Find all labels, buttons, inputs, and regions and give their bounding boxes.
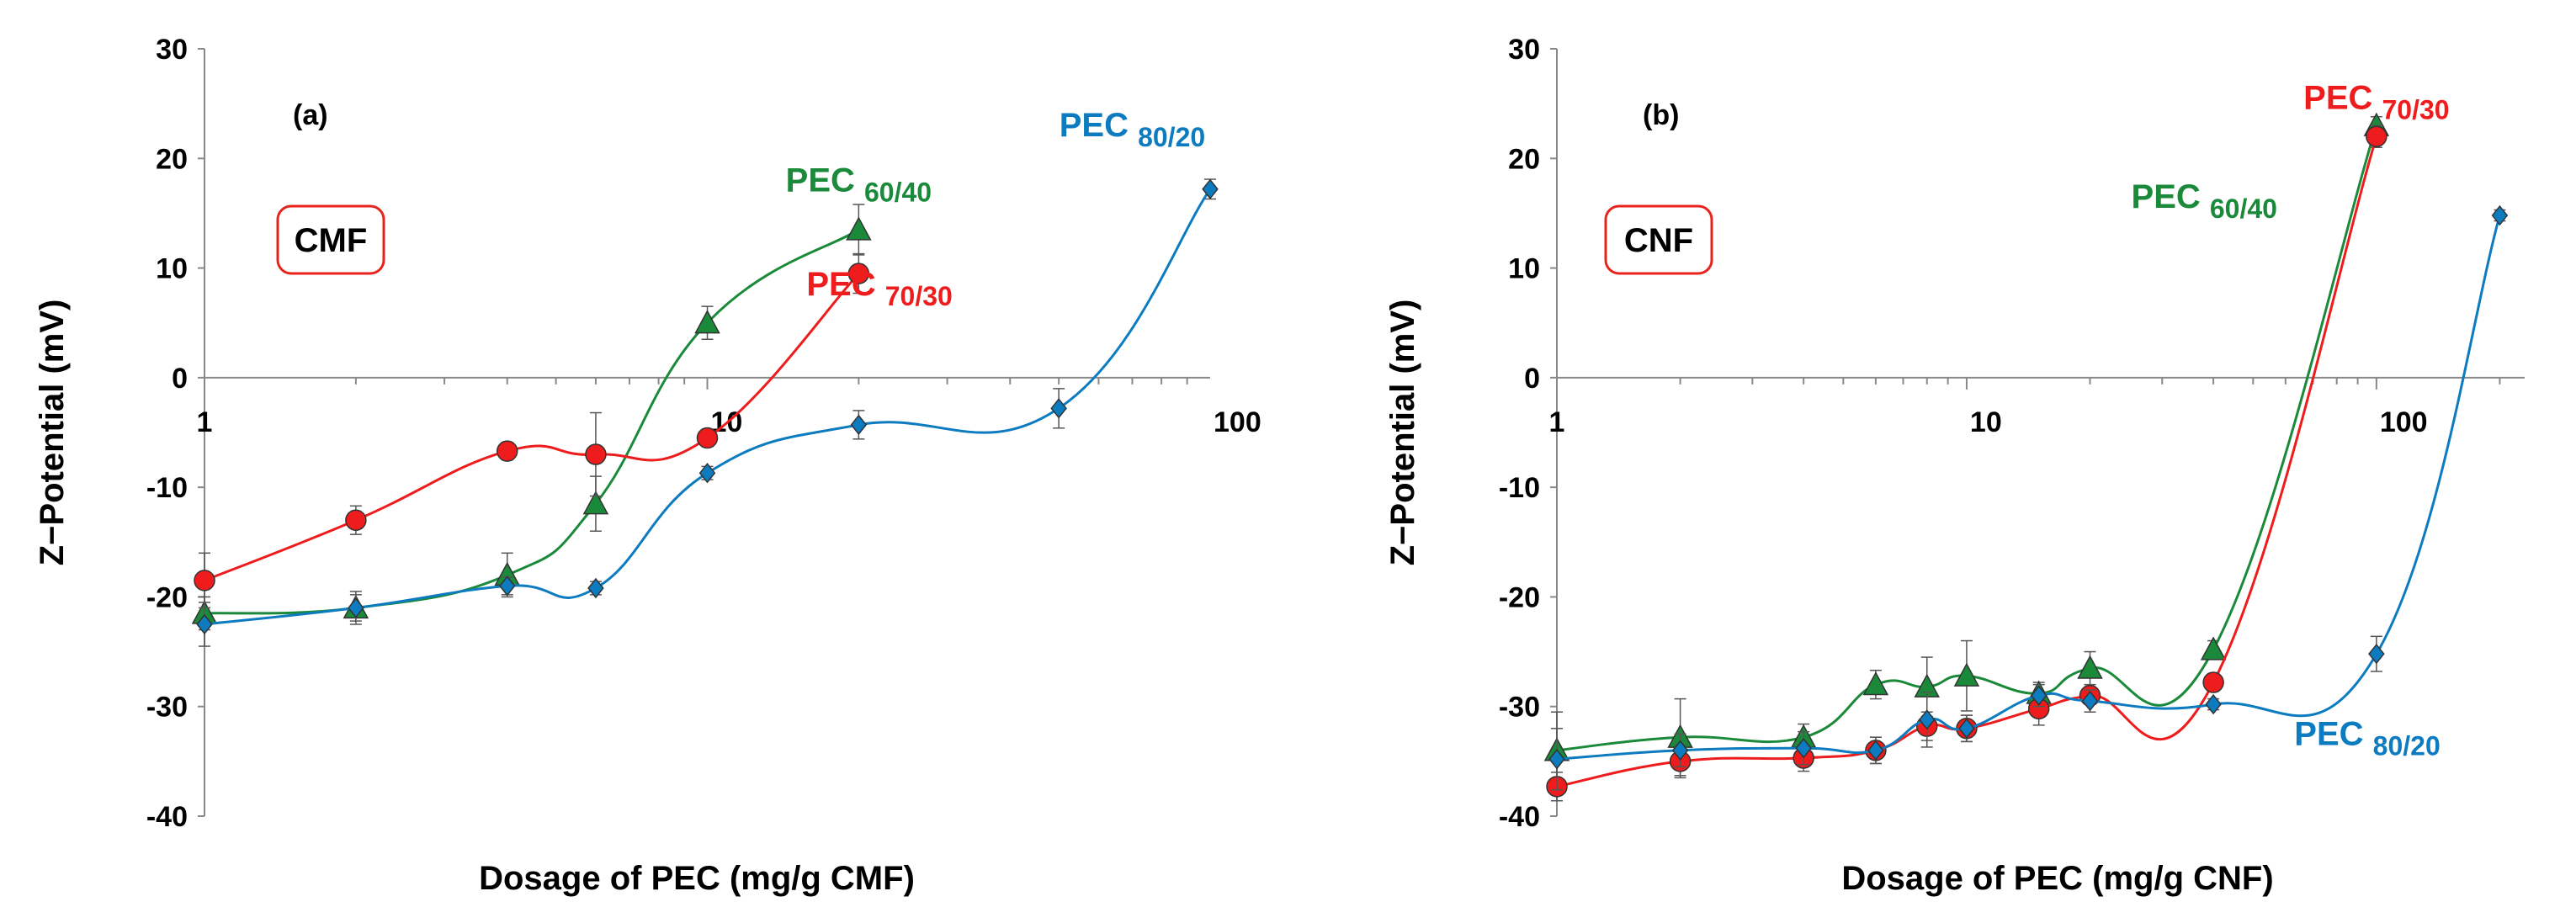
series-label-main: PEC [2294,715,2372,752]
y-tick-label: 20 [156,143,188,175]
data-point-4 [698,463,716,484]
material-label-box [1604,204,1713,275]
y-axis-title: Z−Potential (mV) [1384,300,1421,566]
x-axis-title: Dosage of PEC (mg/g CNF) [1841,860,2273,897]
series-label: PEC 60/40 [2132,178,2277,224]
data-point-2 [1795,738,1812,759]
y-axis-title: Z−Potential (mV) [34,300,71,566]
material-label: CNF [1624,222,1693,259]
series-70-30: PEC 70/30 [1546,80,2450,802]
data-point-7 [2081,690,2099,712]
series-label: PEC 70/30 [806,266,952,311]
data-point-9 [2366,125,2387,147]
series-label-main: PEC [2303,80,2382,117]
series-label: PEC 70/30 [2303,80,2449,125]
y-tick-label: -30 [1499,692,1540,724]
y-tick-label: -10 [146,472,188,504]
x-axis-title: Dosage of PEC (mg/g CMF) [479,860,915,897]
series-label: PEC 60/40 [786,162,932,207]
y-tick-label: 10 [156,253,188,285]
y-tick-label: 0 [1524,363,1540,395]
x-tick-label: 10 [1970,406,2002,438]
data-point-5 [846,216,872,241]
data-point-9 [2368,643,2385,665]
data-point-7 [1202,178,1219,199]
series-line [204,228,860,615]
series-label-main: PEC [1060,107,1138,144]
series-label-main: PEC [786,162,864,199]
data-point-0 [196,613,213,635]
y-tick-label: -20 [1499,581,1540,613]
y-tick-label: 20 [1508,143,1540,175]
chart-panel-b: -40 -30 -20 -10 0 10 20 30 1 10 100 Z−Potential (mV… [1384,34,2525,897]
data-point-0 [1548,749,1565,770]
series-label-subscript: 80/20 [2373,730,2441,761]
data-point-7 [2077,655,2103,679]
data-point-8 [2200,636,2227,660]
series-line [1556,215,2501,761]
y-tick-label: -40 [1499,801,1540,833]
data-point-5 [1958,718,1975,739]
y-tick-label: -40 [146,801,188,833]
data-point-10 [2491,204,2509,226]
series-label-subscript: 80/20 [1138,122,1205,152]
series-label-subscript: 60/40 [864,177,932,207]
series-line [1556,135,2378,788]
data-point-8 [2205,693,2222,715]
data-point-3 [582,491,609,515]
data-point-4 [694,310,720,334]
x-tick-label: 1 [197,406,213,438]
data-point-5 [847,263,870,284]
panel-label: (a) [293,99,328,131]
series-80-20: PEC 80/20 [196,107,1219,647]
series-70-30: PEC 70/30 [194,252,953,609]
x-tick-label: 100 [1214,406,1261,438]
data-point-3 [587,577,604,599]
x-tick-label: 100 [2380,406,2428,438]
y-tick-label: 30 [156,34,188,66]
data-point-3 [585,443,607,465]
data-point-1 [345,509,367,531]
data-point-0 [194,570,215,591]
y-tick-label: -10 [1499,472,1540,504]
y-tick-label: 0 [172,363,188,395]
material-label: CMF [295,222,368,259]
series-label-main: PEC [806,266,884,303]
data-point-5 [850,414,868,436]
series-label: PEC 80/20 [2294,715,2440,761]
y-tick-label: -20 [146,581,188,613]
series-label-subscript: 60/40 [2210,194,2277,224]
data-point-4 [696,427,719,449]
series-label: PEC 80/20 [1060,107,1205,152]
data-point-3 [1867,740,1884,761]
data-point-2 [498,576,516,597]
series-80-20: PEC 80/20 [1548,204,2509,791]
series-line [204,273,860,582]
data-point-1 [1671,740,1689,761]
data-point-1 [348,597,364,618]
y-tick-label: 30 [1508,34,1540,66]
data-point-4 [1918,709,1936,730]
data-point-6 [1050,398,1067,419]
y-tick-label: -30 [146,692,188,724]
series-label-subscript: 70/30 [885,281,953,311]
panel-label: (b) [1643,99,1679,131]
series-label-subscript: 70/30 [2382,95,2450,125]
series-label-main: PEC [2132,178,2210,215]
data-point-6 [2030,685,2048,706]
data-point-8 [2202,671,2224,693]
data-point-2 [496,440,518,462]
data-point-5 [1953,662,1980,687]
series-line [1556,125,2378,752]
data-point-3 [1862,671,1889,696]
x-tick-label: 1 [1549,406,1565,438]
y-tick-label: 10 [1508,253,1540,285]
material-label-box [276,204,385,275]
